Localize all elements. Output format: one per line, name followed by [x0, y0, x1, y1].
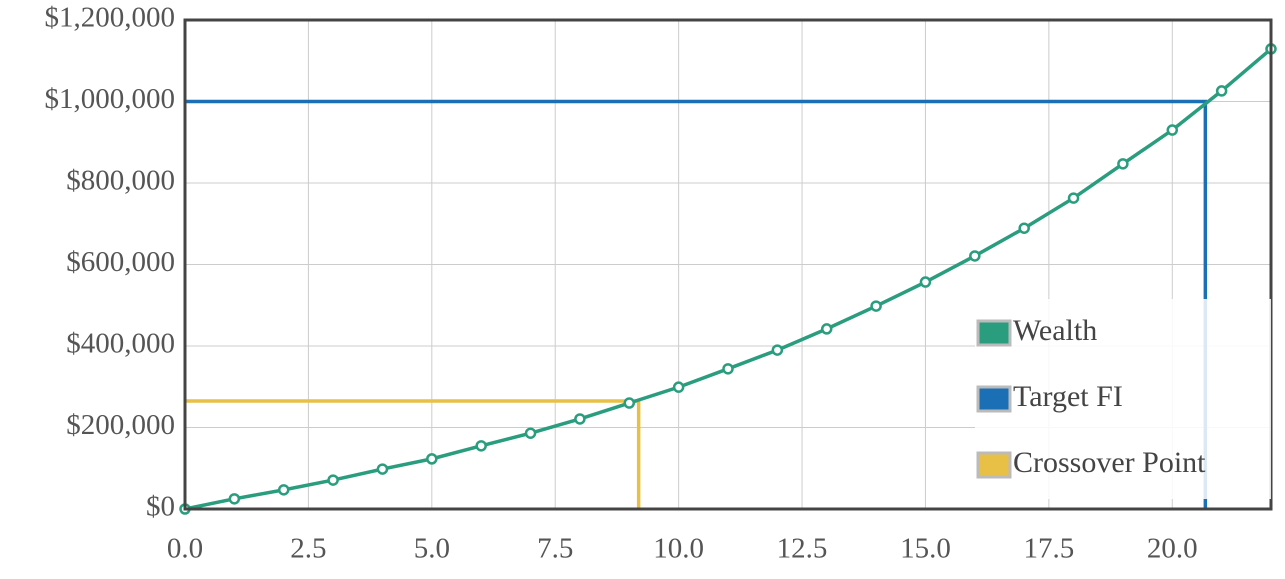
y-tick-label: $800,000	[66, 165, 175, 197]
legend-label: Wealth	[1013, 314, 1097, 347]
x-tick-label: 7.5	[537, 533, 573, 565]
legend-swatch	[976, 451, 1012, 479]
data-point	[228, 493, 241, 505]
y-tick-label: $0	[146, 491, 175, 523]
x-tick-label: 10.0	[653, 533, 704, 565]
legend: Wealth Target FI Crossover Point	[975, 299, 1271, 499]
data-point	[376, 463, 389, 475]
series-line	[185, 399, 641, 509]
data-point	[524, 427, 537, 439]
data-point	[1215, 85, 1228, 97]
x-tick-label: 15.0	[900, 533, 951, 565]
data-point	[1067, 192, 1080, 204]
data-point	[426, 453, 438, 465]
x-tick-label: 2.5	[290, 533, 326, 565]
legend-label: Crossover Point	[1013, 446, 1206, 479]
x-tick-label: 0.0	[167, 533, 203, 565]
y-tick-label: $400,000	[66, 328, 175, 360]
legend-label: Target FI	[1013, 380, 1123, 413]
x-tick-label: 12.5	[777, 533, 828, 565]
y-tick-label: $200,000	[66, 409, 175, 441]
data-point	[475, 440, 487, 452]
legend-box	[975, 299, 1271, 499]
data-point	[722, 363, 734, 375]
plot-frame	[183, 18, 1273, 511]
data-point	[969, 250, 981, 262]
data-point	[574, 413, 586, 425]
data-point	[327, 474, 339, 486]
data-point	[623, 397, 636, 409]
legend-swatch	[976, 385, 1012, 413]
x-tick-label: 5.0	[414, 533, 450, 565]
data-point	[771, 344, 784, 356]
data-point	[919, 276, 932, 288]
y-tick-label: $600,000	[66, 246, 175, 278]
data-point	[672, 381, 685, 393]
data-point	[1166, 124, 1179, 136]
y-tick-label: $1,200,000	[45, 2, 176, 34]
data-point	[820, 323, 833, 335]
data-point	[277, 484, 290, 496]
y-tick-label: $1,000,000	[45, 83, 176, 115]
data-point	[870, 300, 882, 312]
x-tick-label: 17.5	[1023, 533, 1074, 565]
data-point	[1117, 158, 1129, 170]
x-tick-label: 20.0	[1147, 533, 1198, 565]
legend-swatch	[976, 319, 1012, 347]
data-point	[1018, 222, 1030, 234]
